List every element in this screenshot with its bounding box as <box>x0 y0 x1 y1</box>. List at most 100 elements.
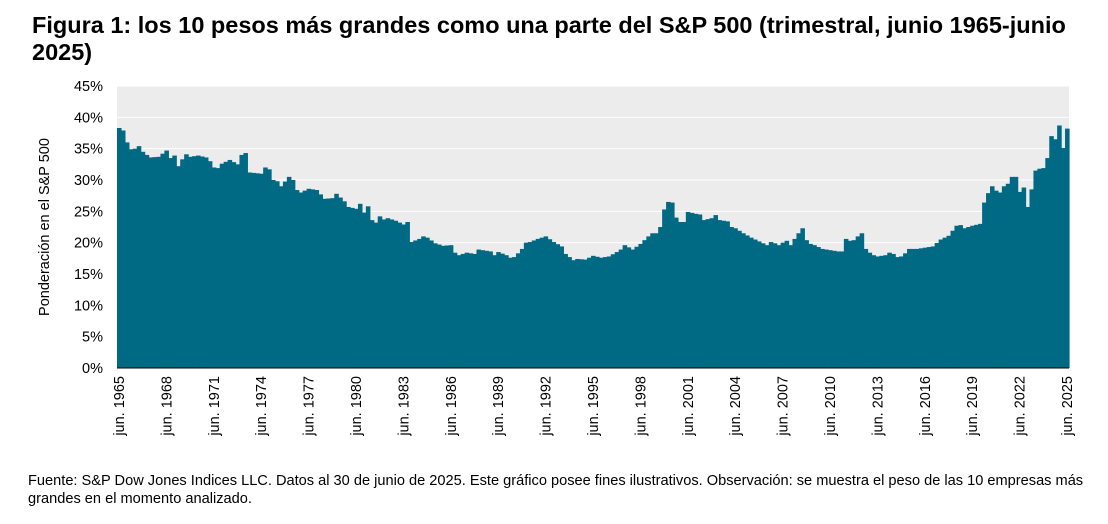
bar <box>140 151 146 368</box>
y-tick-label: 0% <box>82 361 103 377</box>
bar <box>180 159 185 368</box>
bar <box>950 230 956 368</box>
bar <box>650 233 655 368</box>
y-axis-tick-labels: 0% 5% 10% 15% 20% 25% 30% 35% 40% 45% <box>74 79 103 377</box>
bar <box>804 240 809 368</box>
bar <box>1013 176 1019 368</box>
bar <box>626 247 632 368</box>
bar <box>456 255 462 368</box>
bar <box>294 190 300 368</box>
x-tick-label: jun. 2004 <box>728 376 744 437</box>
x-tick-label: jun. 2007 <box>776 376 792 437</box>
bar <box>148 157 154 368</box>
bar <box>768 242 774 368</box>
bar <box>255 173 260 368</box>
bar <box>800 228 805 368</box>
bar <box>851 240 857 368</box>
bar <box>385 218 391 368</box>
bar <box>910 248 916 368</box>
y-tick-label: 25% <box>74 204 103 220</box>
bar <box>523 242 529 368</box>
bar <box>816 247 821 368</box>
bar <box>535 238 541 368</box>
bar <box>369 220 375 368</box>
bar <box>788 245 794 368</box>
y-tick-label: 30% <box>74 173 103 189</box>
bar <box>357 203 363 368</box>
bar <box>377 216 383 368</box>
x-tick-label: jun. 1998 <box>633 376 649 437</box>
bar <box>642 240 647 368</box>
bar <box>871 255 877 368</box>
bar <box>982 202 987 368</box>
bar <box>776 245 782 368</box>
bar <box>745 235 750 368</box>
bar <box>792 238 798 368</box>
bar <box>741 233 746 368</box>
bar <box>472 253 478 368</box>
bar <box>796 233 801 368</box>
bar <box>970 225 975 368</box>
bar <box>1049 136 1054 368</box>
bar <box>614 252 620 368</box>
bar <box>322 198 327 368</box>
bar <box>196 155 201 368</box>
bar <box>752 239 758 368</box>
bar <box>812 245 817 368</box>
bar <box>120 130 126 368</box>
bar <box>444 245 450 368</box>
bar <box>203 157 209 368</box>
bar <box>820 248 825 368</box>
x-tick-label: jun. 1983 <box>396 376 412 437</box>
bar <box>954 225 959 368</box>
bar <box>425 237 430 368</box>
bar <box>350 207 355 368</box>
bar <box>1001 186 1007 368</box>
bar <box>583 259 588 368</box>
x-tick-label: jun. 2025 <box>1060 376 1076 437</box>
bar <box>990 186 995 368</box>
y-tick-label: 40% <box>74 110 103 126</box>
chart-title: Figura 1: los 10 pesos más grandes como … <box>32 12 1066 65</box>
bar <box>899 256 904 368</box>
bar <box>654 233 659 368</box>
bar <box>575 258 580 368</box>
bar <box>421 236 426 368</box>
bar <box>290 180 296 368</box>
bar <box>365 206 371 368</box>
bar <box>749 237 754 368</box>
bar <box>401 224 406 368</box>
bar <box>476 249 482 368</box>
y-tick-label: 45% <box>74 79 103 95</box>
bar <box>835 251 841 368</box>
bar <box>271 180 276 368</box>
bar <box>259 173 264 368</box>
y-tick-label: 20% <box>74 236 103 252</box>
bar <box>883 255 888 368</box>
bar <box>808 243 813 368</box>
bar <box>156 156 162 368</box>
bar <box>433 243 438 368</box>
bar <box>492 255 497 368</box>
bar <box>666 201 671 368</box>
bar <box>215 168 221 368</box>
bar <box>286 176 292 368</box>
bar <box>235 164 241 368</box>
bar <box>508 257 513 368</box>
bar <box>594 256 600 368</box>
bar <box>227 159 233 368</box>
bar <box>405 221 410 368</box>
bar <box>460 253 466 368</box>
chart: 0%5%10%15%20%25%30%35%40%45% jun. 1965 ju… <box>37 79 1076 437</box>
bar <box>1029 189 1035 368</box>
bar <box>673 217 679 368</box>
bar <box>1053 139 1058 368</box>
bar <box>160 153 165 368</box>
bar <box>875 256 880 368</box>
bar <box>709 218 715 368</box>
bar <box>895 257 900 368</box>
bar <box>630 249 636 368</box>
bar <box>831 250 837 368</box>
bar <box>737 230 742 368</box>
bar <box>144 154 150 368</box>
